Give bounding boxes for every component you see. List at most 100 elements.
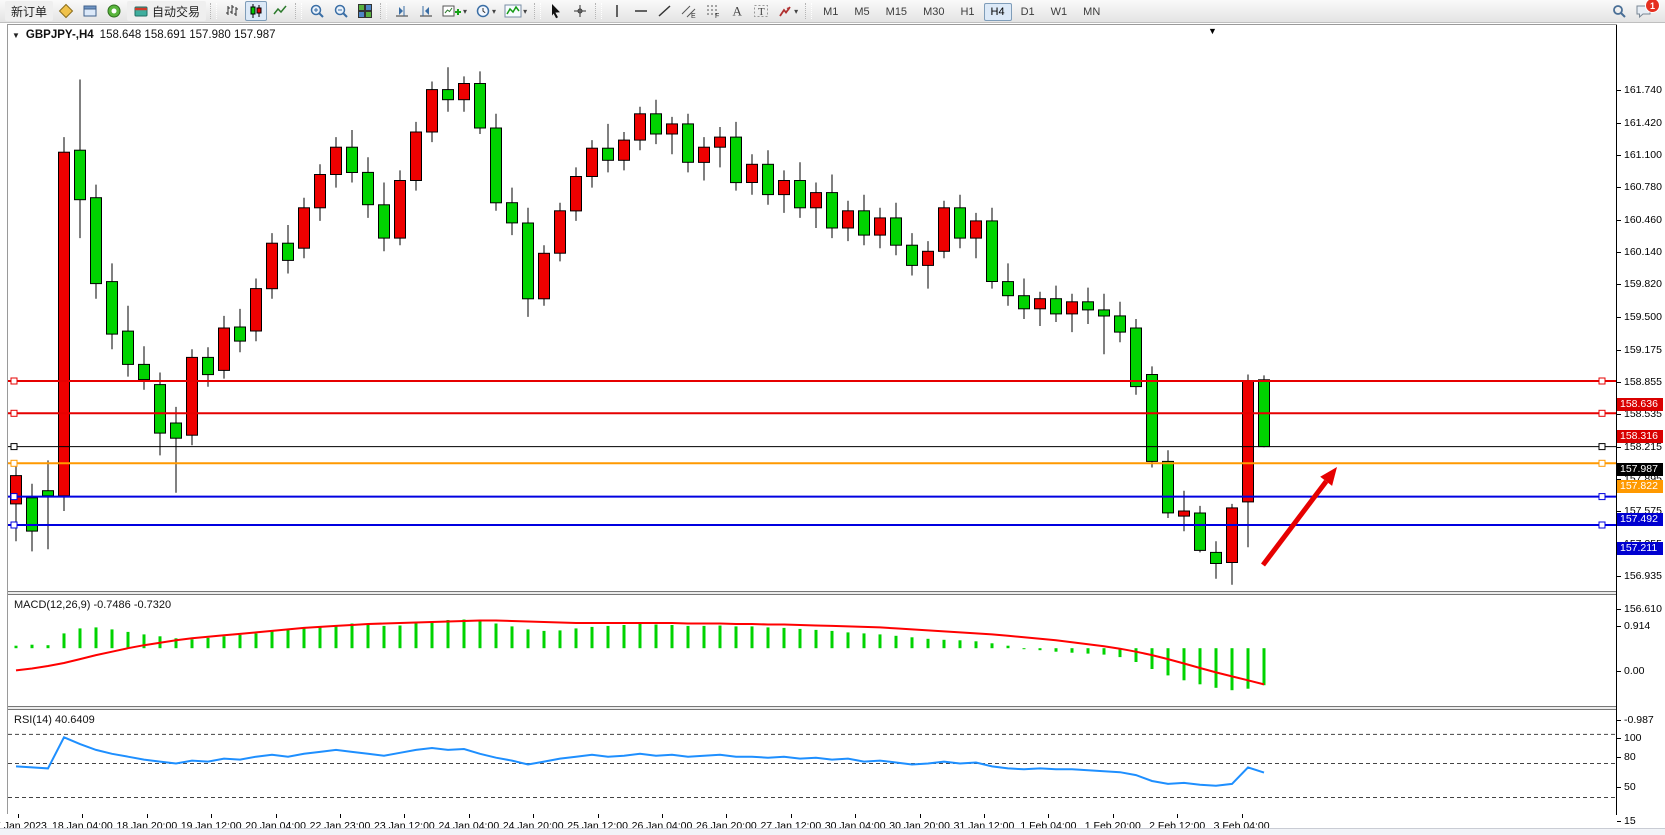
time-tick-mark xyxy=(984,814,985,818)
svg-text:E: E xyxy=(691,13,696,19)
periods-icon[interactable]: ▾ xyxy=(472,1,499,21)
text-icon[interactable]: A xyxy=(726,1,748,21)
axis-tick-mark xyxy=(1617,608,1621,610)
horizontal-line-158.316[interactable] xyxy=(8,409,1616,417)
price-badge-157.987[interactable]: 157.987 xyxy=(1617,463,1663,477)
chart-window: ▼ GBPJPY-,H4 158.648 158.691 157.980 157… xyxy=(0,23,1665,835)
horizontal-line-icon[interactable] xyxy=(630,1,652,21)
chart-dropdown-arrow[interactable]: ▼ xyxy=(1208,26,1217,36)
horizontal-line-157.211[interactable] xyxy=(8,521,1616,529)
horizontal-line-157.492[interactable] xyxy=(8,493,1616,501)
horizontal-line-157.987[interactable] xyxy=(8,443,1616,451)
fibonacci-icon[interactable]: F xyxy=(702,1,724,21)
dropdown-caret: ▾ xyxy=(463,6,468,16)
tile-windows-icon[interactable] xyxy=(354,1,376,21)
market-watch-icon[interactable] xyxy=(55,1,77,21)
timeframe-d1[interactable]: D1 xyxy=(1020,6,1035,18)
timeframe-w1[interactable]: W1 xyxy=(1050,6,1068,18)
equidistant-channel-icon[interactable]: E xyxy=(678,1,700,21)
price-badge-157.822[interactable]: 157.822 xyxy=(1617,479,1663,493)
toolbar-separator xyxy=(805,3,813,19)
time-tick-mark xyxy=(1112,814,1114,818)
time-tick-mark xyxy=(18,814,19,818)
price-axis[interactable]: 161.740 161.420 161.100 160.780 160.460 160.1… xyxy=(1617,23,1665,835)
auto-scroll-icon[interactable] xyxy=(415,1,437,21)
indicators-icon[interactable]: ▾ xyxy=(501,1,530,21)
price-badge-157.211[interactable]: 157.211 xyxy=(1617,541,1663,555)
arrows-icon[interactable]: ▾ xyxy=(774,1,801,21)
dropdown-caret: ▾ xyxy=(523,6,528,16)
dropdown-caret: ▾ xyxy=(794,6,799,16)
timeframe-group: M1 M5 M15 M30 H1 H4 D1 W1 MN xyxy=(815,2,1108,21)
timeframe-m1[interactable]: M1 xyxy=(823,6,839,18)
rsi-pane[interactable] xyxy=(8,710,1616,814)
status-bar xyxy=(0,828,1665,835)
one-click-trading-arrow[interactable]: ▼ xyxy=(12,30,20,40)
zoom-out-icon[interactable] xyxy=(330,1,352,21)
timeframe-h4[interactable]: H4 xyxy=(983,3,1012,21)
price-tick-label: 161.420 xyxy=(1624,116,1662,129)
price-axis-line xyxy=(1616,25,1617,814)
time-tick-mark xyxy=(726,814,728,818)
line-chart-icon[interactable] xyxy=(269,1,291,21)
horizontal-line-158.636[interactable] xyxy=(8,377,1616,385)
cursor-icon[interactable] xyxy=(545,1,567,21)
price-tick-label: 156.935 xyxy=(1624,569,1662,582)
pane-separator[interactable] xyxy=(8,591,1665,595)
text-label-icon[interactable]: T xyxy=(750,1,772,21)
chart-frame-border xyxy=(7,24,1665,25)
price-badge-158.316[interactable]: 158.316 xyxy=(1617,429,1663,443)
timeframe-m15[interactable]: M15 xyxy=(885,6,908,18)
crosshair-icon[interactable] xyxy=(569,1,591,21)
toolbar-separator xyxy=(295,3,303,19)
time-tick-mark xyxy=(211,814,213,818)
autotrading-button[interactable]: 自动交易 xyxy=(127,1,207,21)
axis-tick-mark xyxy=(1617,478,1621,480)
price-tick-label: 159.820 xyxy=(1624,278,1662,291)
trendline-icon[interactable] xyxy=(654,1,676,21)
market-depth-icon[interactable] xyxy=(103,1,125,21)
price-chart-pane[interactable] xyxy=(8,25,1616,591)
trend-arrow-annotation[interactable] xyxy=(1261,467,1337,567)
pane-separator[interactable] xyxy=(8,706,1665,710)
price-tick-label: 160.140 xyxy=(1624,246,1662,258)
timeframe-h1[interactable]: H1 xyxy=(960,6,975,18)
price-tick-label: 156.610 xyxy=(1624,602,1662,615)
new-chart-icon[interactable]: ▾ xyxy=(439,1,470,21)
vertical-line-icon[interactable] xyxy=(606,1,628,21)
chart-shift-icon[interactable] xyxy=(391,1,413,21)
price-tick-label: 159.175 xyxy=(1624,343,1662,356)
search-icon[interactable] xyxy=(1608,1,1630,21)
data-window-icon[interactable] xyxy=(79,1,101,21)
new-order-button[interactable]: 新订单 xyxy=(5,1,54,21)
axis-tick-mark xyxy=(1617,786,1621,788)
rsi-line xyxy=(15,736,1265,787)
price-badge-157.492[interactable]: 157.492 xyxy=(1617,513,1663,527)
price-badge-158.636[interactable]: 158.636 xyxy=(1617,397,1663,411)
bar-chart-icon[interactable] xyxy=(221,1,243,21)
macd-tick-label: 0.00 xyxy=(1624,665,1645,678)
zoom-in-icon[interactable] xyxy=(306,1,328,21)
toolbar: 新订单 自动交易 xyxy=(0,0,1665,23)
notifications-icon[interactable]: 1 xyxy=(1632,0,1660,21)
price-tick-label: 160.780 xyxy=(1624,181,1662,194)
timeframe-m30[interactable]: M30 xyxy=(923,6,945,18)
axis-tick-mark xyxy=(1617,252,1621,253)
time-tick-mark xyxy=(404,814,406,818)
macd-pane[interactable] xyxy=(8,595,1616,706)
timeframe-mn[interactable]: MN xyxy=(1083,6,1101,18)
time-tick-mark xyxy=(340,814,341,818)
timeframe-m5[interactable]: M5 xyxy=(854,6,870,18)
svg-text:F: F xyxy=(715,13,719,19)
macd-tick-label: 0.914 xyxy=(1624,620,1651,632)
horizontal-line-157.822[interactable] xyxy=(8,459,1616,467)
rsi-tick-label: 80 xyxy=(1624,751,1636,764)
dropdown-caret: ▾ xyxy=(492,6,497,16)
time-tick-mark xyxy=(275,814,277,818)
axis-tick-mark xyxy=(1617,820,1621,822)
autotrading-icon xyxy=(134,6,148,17)
candlestick-chart-icon[interactable] xyxy=(245,1,268,21)
price-tick-label: 158.215 xyxy=(1624,440,1662,453)
time-tick-mark xyxy=(855,814,857,818)
axis-tick-mark xyxy=(1617,414,1621,416)
